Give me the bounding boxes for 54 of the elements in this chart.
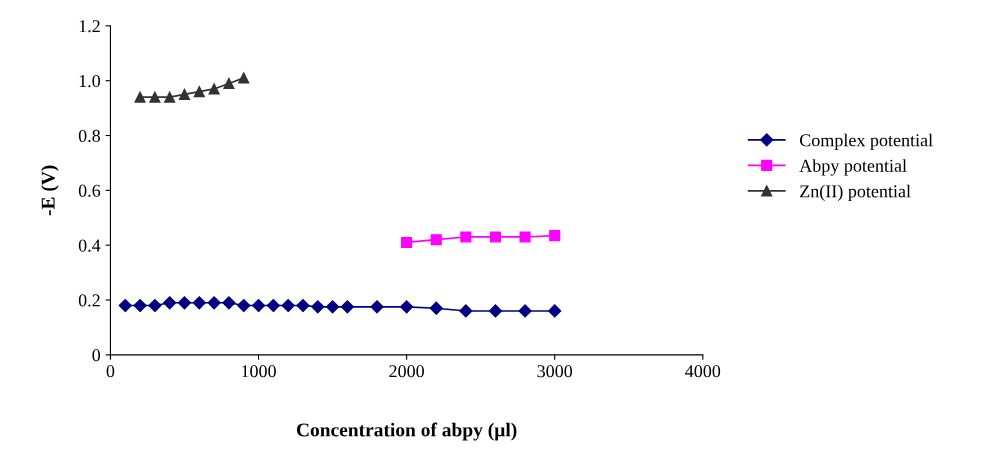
point	[163, 296, 177, 310]
point	[208, 83, 220, 95]
point	[192, 296, 206, 310]
point	[193, 86, 205, 98]
y-tick-label: 0.8	[78, 129, 101, 143]
point	[118, 298, 132, 313]
legend-label: Abpy potential	[799, 159, 907, 176]
point	[519, 231, 531, 243]
point	[134, 91, 146, 103]
point	[207, 296, 221, 310]
point	[400, 300, 414, 314]
point	[223, 77, 235, 89]
x-tick-label: 0	[106, 365, 115, 378]
point	[266, 298, 280, 313]
legend-label: Complex potential	[799, 133, 933, 151]
point	[460, 231, 472, 243]
x-tick-label: 4000	[685, 365, 721, 378]
x-tick-label: 2000	[389, 365, 424, 378]
point	[237, 298, 251, 313]
point	[238, 72, 250, 84]
point	[222, 296, 236, 310]
y-tick-label: 1.2	[79, 20, 100, 33]
point	[489, 231, 502, 243]
point	[296, 298, 310, 313]
point	[488, 304, 503, 318]
y-tick-label: 1.0	[79, 74, 101, 88]
x-tick-label: 1000	[242, 365, 276, 378]
point	[133, 298, 147, 313]
x-tick-label: 3000	[537, 365, 573, 378]
point	[548, 304, 562, 318]
y-axis-title: -E (V)	[41, 165, 59, 216]
point	[251, 298, 266, 313]
point	[430, 234, 442, 246]
y-tick-label: 0.2	[78, 294, 100, 307]
point	[549, 230, 561, 242]
point	[429, 301, 443, 315]
y-tick-label: 0	[92, 349, 101, 362]
point	[325, 300, 340, 314]
point	[178, 88, 191, 100]
point	[518, 304, 532, 318]
point	[164, 91, 176, 103]
point	[401, 236, 413, 248]
legend-label: Zn(II) potential	[800, 184, 911, 202]
point	[340, 300, 354, 314]
y-tick-label: 0.4	[78, 239, 101, 252]
point	[149, 91, 161, 103]
point	[370, 300, 384, 314]
point	[459, 304, 473, 318]
y-tick-label: 0.6	[78, 184, 101, 197]
x-axis-title: Concentration of abpy (µl)	[296, 422, 517, 441]
point	[281, 298, 295, 313]
point	[148, 298, 162, 313]
point	[177, 296, 192, 310]
point	[311, 300, 325, 314]
